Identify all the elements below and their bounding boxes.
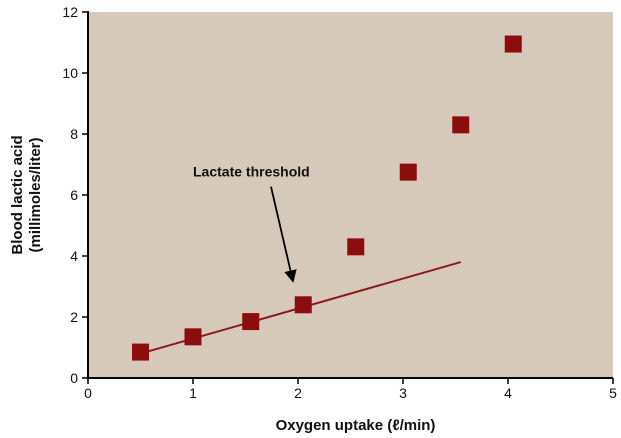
data-point — [184, 328, 202, 346]
x-tick-label: 1 — [189, 385, 197, 401]
x-axis-title: Oxygen uptake (ℓ/min) — [276, 417, 436, 434]
data-point — [242, 313, 260, 331]
y-tick-label: 2 — [70, 309, 78, 325]
data-point — [399, 163, 417, 181]
x-tick-label: 0 — [84, 385, 92, 401]
plot-texture — [88, 12, 613, 378]
data-point — [347, 238, 365, 256]
data-markers — [132, 35, 522, 361]
x-tick-label: 5 — [609, 385, 617, 401]
y-tick-label: 10 — [62, 65, 78, 81]
x-tick-label: 2 — [294, 385, 302, 401]
x-tick-label: 4 — [504, 385, 512, 401]
plot-area — [88, 12, 613, 378]
x-tick-label: 3 — [399, 385, 407, 401]
y-axis-title-line1: Blood lactic acid — [9, 135, 26, 254]
annotation-arrow — [270, 186, 297, 283]
data-point — [504, 35, 522, 53]
data-point — [294, 296, 312, 314]
data-point — [452, 116, 470, 134]
y-tick-label: 0 — [70, 370, 78, 386]
y-tick-label: 12 — [62, 4, 78, 20]
y-tick-label: 4 — [70, 248, 78, 264]
y-tick-label: 8 — [70, 126, 78, 142]
y-axis-title-line2: (millimoles/liter) — [27, 137, 44, 252]
y-tick-label: 6 — [70, 187, 78, 203]
annotation-label: Lactate threshold — [193, 164, 310, 180]
data-point — [132, 343, 149, 361]
annotations: Lactate threshold — [193, 164, 310, 283]
